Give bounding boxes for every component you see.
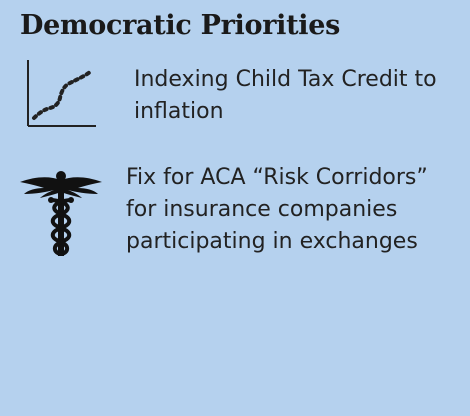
priority-item-child-tax-credit: Indexing Child Tax Credit to inflation bbox=[134, 64, 464, 128]
priority-line: for insurance companies bbox=[126, 197, 398, 222]
priority-line: Fix for ACA “Risk Corridors” bbox=[126, 165, 428, 190]
panel-title: Democratic Priorities bbox=[20, 10, 340, 41]
priority-item-aca-risk-corridors: Fix for ACA “Risk Corridors” for insuran… bbox=[126, 162, 466, 258]
caduceus-icon bbox=[18, 166, 104, 258]
priority-line: participating in exchanges bbox=[126, 229, 418, 254]
priority-line: inflation bbox=[134, 99, 224, 124]
trend-chart-icon bbox=[24, 58, 98, 130]
priority-line: Indexing Child Tax Credit to bbox=[134, 67, 437, 92]
